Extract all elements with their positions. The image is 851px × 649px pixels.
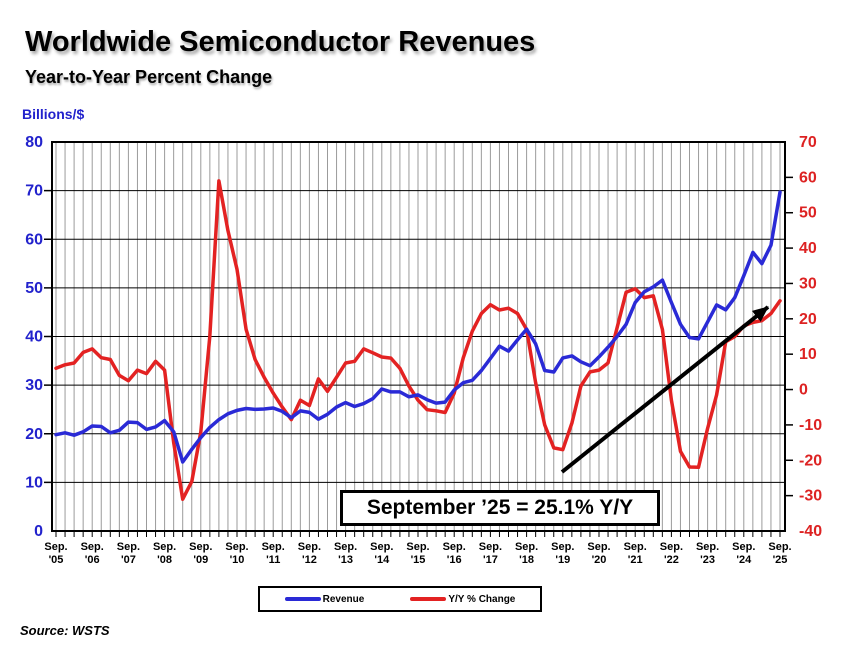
x-axis-month-label: Sep. [262,541,285,553]
left-axis-label: 60 [25,231,43,248]
x-axis-year-label: '23 [700,554,715,566]
x-axis-month-label: Sep. [44,541,67,553]
legend: Revenue Y/Y % Change [258,586,542,612]
source-note: Source: WSTS [20,623,110,638]
left-axis-label: 50 [25,280,43,297]
legend-item-revenue: Revenue [284,593,365,605]
x-axis-month-label: Sep. [551,541,574,553]
x-axis-month-label: Sep. [587,541,610,553]
left-axis-label: 30 [25,377,43,394]
left-axis-label: 20 [25,426,43,443]
x-axis-month-label: Sep. [370,541,393,553]
left-axis-label: 80 [25,134,43,151]
x-axis-year-label: '11 [266,554,280,566]
x-axis-year-label: '19 [555,554,570,566]
yoy-line-swatch [410,597,447,601]
x-axis-year-label: '08 [157,554,172,566]
right-axis-label: -10 [799,417,822,434]
x-axis-month-label: Sep. [189,541,212,553]
x-axis-year-label: '09 [193,554,208,566]
x-axis-month-label: Sep. [732,541,755,553]
x-axis-month-label: Sep. [479,541,502,553]
x-axis-year-label: '05 [49,554,64,566]
x-axis-month-label: Sep. [515,541,538,553]
x-axis-year-label: '21 [628,554,643,566]
x-axis-month-label: Sep. [81,541,104,553]
x-axis-month-label: Sep. [696,541,719,553]
legend-item-yoy: Y/Y % Change [410,594,515,605]
x-axis-year-label: '20 [592,554,607,566]
right-axis-label: 70 [799,134,817,151]
left-axis-title: Billions/$ [22,106,85,122]
x-axis-year-label: '13 [338,554,353,566]
x-axis-year-label: '25 [773,554,788,566]
revenue-line-swatch [284,597,321,601]
x-axis-month-label: Sep. [117,541,140,553]
x-axis-month-label: Sep. [660,541,683,553]
right-axis-label: 40 [799,240,817,257]
x-axis-year-label: '22 [664,554,679,566]
left-axis-label: 40 [25,329,43,346]
x-axis-year-label: '24 [736,554,752,566]
x-axis-year-label: '18 [519,554,534,566]
legend-label-revenue: Revenue [322,593,365,605]
x-axis-month-label: Sep. [624,541,647,553]
right-axis-label: 0 [799,382,808,399]
x-axis-year-label: '16 [447,554,462,566]
chart-title: Worldwide Semiconductor Revenues [25,26,536,58]
right-axis-label: -40 [799,523,822,540]
x-axis-year-label: '12 [302,554,317,566]
right-axis-label: 20 [799,311,817,328]
annotation-box: September ’25 = 25.1% Y/Y [340,490,660,526]
right-axis-label: 60 [799,169,817,186]
x-axis-year-label: '15 [411,554,426,566]
x-axis-month-label: Sep. [153,541,176,553]
x-axis-year-label: '07 [121,554,136,566]
x-axis-month-label: Sep. [298,541,321,553]
x-axis-year-label: '10 [230,554,245,566]
x-axis-month-label: Sep. [443,541,466,553]
x-axis-year-label: '17 [483,554,498,566]
yoy-change-line [54,179,782,501]
x-axis-year-label: '06 [85,554,100,566]
left-axis-label: 0 [34,523,43,540]
x-axis-month-label: Sep. [406,541,429,553]
left-axis-label: 10 [25,474,43,491]
annotation-arrow [560,305,770,474]
x-axis-month-label: Sep. [334,541,357,553]
legend-label-yoy: Y/Y % Change [448,593,516,605]
right-axis-label: 50 [799,205,817,222]
x-axis-month-label: Sep. [768,541,791,553]
chart-subtitle: Year-to-Year Percent Change [25,67,273,87]
right-axis-label: -20 [799,452,822,469]
right-axis-label: 10 [799,346,817,363]
revenue-line [54,190,782,464]
left-axis-label: 70 [25,183,43,200]
right-axis-label: 30 [799,275,817,292]
right-axis-label: -30 [799,488,822,505]
annotation-text: September ’25 = 25.1% Y/Y [366,496,634,519]
x-axis-month-label: Sep. [225,541,248,553]
x-axis-year-label: '14 [374,554,390,566]
